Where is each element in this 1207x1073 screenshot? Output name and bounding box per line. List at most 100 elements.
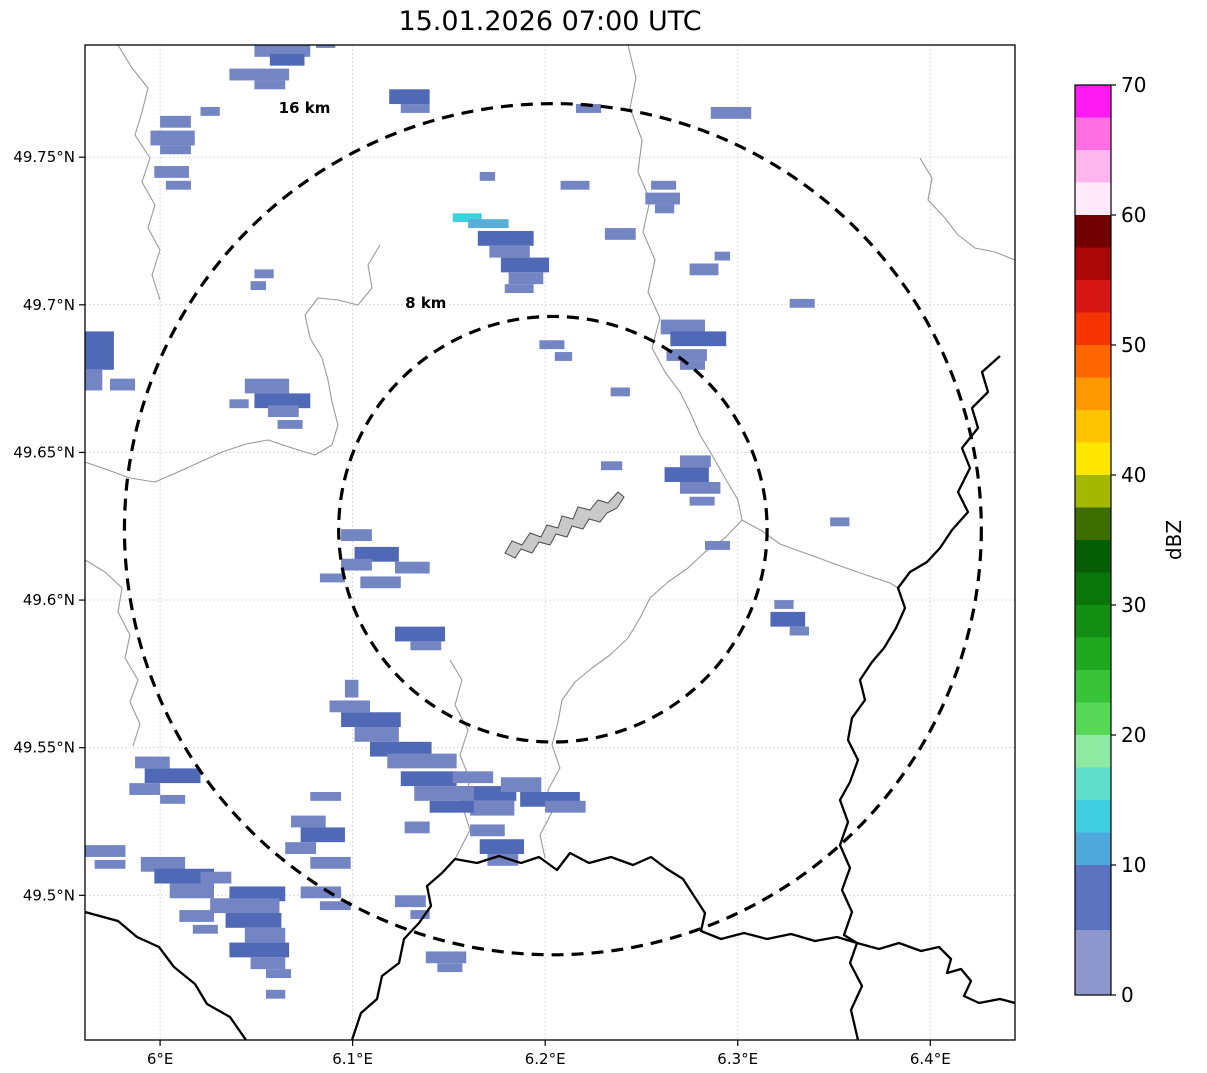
river-line bbox=[85, 559, 141, 747]
radar-echo bbox=[679, 360, 705, 370]
range-ring bbox=[122, 102, 983, 957]
radar-echo bbox=[604, 228, 636, 240]
radar-echo bbox=[369, 741, 432, 757]
radar-echo bbox=[291, 815, 326, 828]
radar-echo bbox=[554, 352, 573, 361]
radar-echo bbox=[710, 107, 752, 119]
radar-echo bbox=[135, 756, 170, 769]
colorbar-segment bbox=[1075, 85, 1111, 118]
radar-echo bbox=[425, 951, 467, 964]
radar-echo bbox=[437, 963, 463, 973]
x-tick-label: 6°E bbox=[147, 1050, 174, 1068]
colorbar-segment bbox=[1075, 540, 1111, 573]
radar-echo bbox=[94, 859, 126, 869]
axes-layer: 6°E 6.1°E 6.2°E 6.3°E 6.4°E 49.75°N 49.7°N 49.6… bbox=[13, 148, 950, 1068]
radar-echo bbox=[504, 284, 534, 294]
colorbar-segment bbox=[1075, 930, 1111, 995]
radar-echo bbox=[487, 853, 519, 866]
radar-echo bbox=[160, 145, 191, 155]
radar-echo bbox=[670, 331, 727, 347]
radar-echo bbox=[160, 115, 191, 128]
colorbar-segment bbox=[1075, 442, 1111, 475]
radar-echo bbox=[250, 281, 266, 291]
radar-echo bbox=[666, 349, 707, 361]
radar-echo bbox=[389, 89, 430, 105]
radar-echo bbox=[85, 331, 114, 370]
radar-echo bbox=[165, 180, 191, 190]
radar-echo bbox=[229, 68, 290, 81]
colorbar-segment bbox=[1075, 670, 1111, 703]
radar-echo bbox=[575, 104, 602, 113]
radar-echo bbox=[154, 166, 189, 178]
radar-echo bbox=[265, 989, 286, 999]
radar-echo bbox=[500, 257, 550, 273]
colorbar-segment bbox=[1075, 800, 1111, 833]
radar-echo bbox=[452, 771, 494, 784]
country-border bbox=[350, 851, 858, 1040]
colorbar-tick-label: 70 bbox=[1121, 73, 1146, 97]
colorbar-segment bbox=[1075, 832, 1111, 865]
radar-echo bbox=[610, 387, 630, 397]
colorbar-segment bbox=[1075, 507, 1111, 540]
range-ring-label: 8 km bbox=[405, 294, 446, 312]
radar-echo bbox=[679, 481, 721, 494]
colorbar-tick-label: 30 bbox=[1121, 593, 1146, 617]
colorbar-segment bbox=[1075, 605, 1111, 638]
radar-echo bbox=[689, 263, 719, 276]
radar-echo bbox=[354, 546, 399, 562]
radar-echo bbox=[319, 573, 345, 583]
radar-echo bbox=[410, 641, 442, 651]
radar-echo bbox=[300, 827, 345, 843]
radar-echo bbox=[789, 298, 815, 308]
radar-echo bbox=[229, 399, 249, 409]
radar-echo bbox=[154, 868, 215, 884]
colorbar-segment bbox=[1075, 215, 1111, 248]
river-line bbox=[85, 244, 381, 483]
radar-echo bbox=[344, 679, 359, 698]
radar-echo bbox=[285, 842, 317, 854]
radar-echo bbox=[660, 319, 705, 335]
radar-echo bbox=[705, 541, 731, 550]
radar-echo bbox=[395, 895, 426, 908]
radar-echo bbox=[341, 712, 401, 728]
colorbar-tick-label: 40 bbox=[1121, 463, 1146, 487]
range-rings-layer bbox=[122, 102, 983, 957]
radar-echo bbox=[429, 800, 474, 813]
radar-echo bbox=[470, 824, 505, 837]
colorbar-segment bbox=[1075, 345, 1111, 378]
radar-echo bbox=[789, 626, 809, 636]
colorbar-axis-label: dBZ bbox=[1162, 520, 1186, 560]
radar-echo bbox=[250, 957, 286, 970]
radar-echo bbox=[200, 107, 220, 116]
y-tick-label: 49.5°N bbox=[23, 886, 75, 904]
radar-echo bbox=[645, 192, 680, 205]
y-tick-label: 49.6°N bbox=[23, 591, 75, 609]
x-tick-label: 6.3°E bbox=[717, 1050, 758, 1068]
radar-echo bbox=[341, 558, 372, 571]
radar-echo bbox=[229, 942, 290, 958]
radar-echo bbox=[468, 219, 509, 229]
radar-echo bbox=[316, 45, 336, 48]
radar-echo bbox=[679, 455, 711, 468]
radar-echo bbox=[360, 576, 401, 589]
radar-echo bbox=[265, 969, 292, 978]
y-tick-label: 49.75°N bbox=[13, 148, 75, 166]
radar-echo bbox=[140, 856, 186, 872]
colorbar-segment bbox=[1075, 280, 1111, 313]
radar-echo bbox=[395, 626, 446, 642]
radar-echo bbox=[774, 600, 794, 609]
radar-echo bbox=[144, 768, 201, 784]
radar-echo bbox=[689, 496, 715, 506]
colorbar-segment bbox=[1075, 410, 1111, 443]
radar-echo bbox=[110, 378, 136, 391]
radar-echo bbox=[651, 180, 677, 190]
radar-echo bbox=[479, 171, 496, 181]
radar-echo bbox=[539, 340, 565, 350]
country-border bbox=[85, 910, 247, 1040]
radar-echo bbox=[654, 204, 675, 214]
radar-echo bbox=[229, 886, 286, 902]
rivers-layer bbox=[85, 45, 1015, 860]
radar-echo bbox=[310, 791, 342, 801]
